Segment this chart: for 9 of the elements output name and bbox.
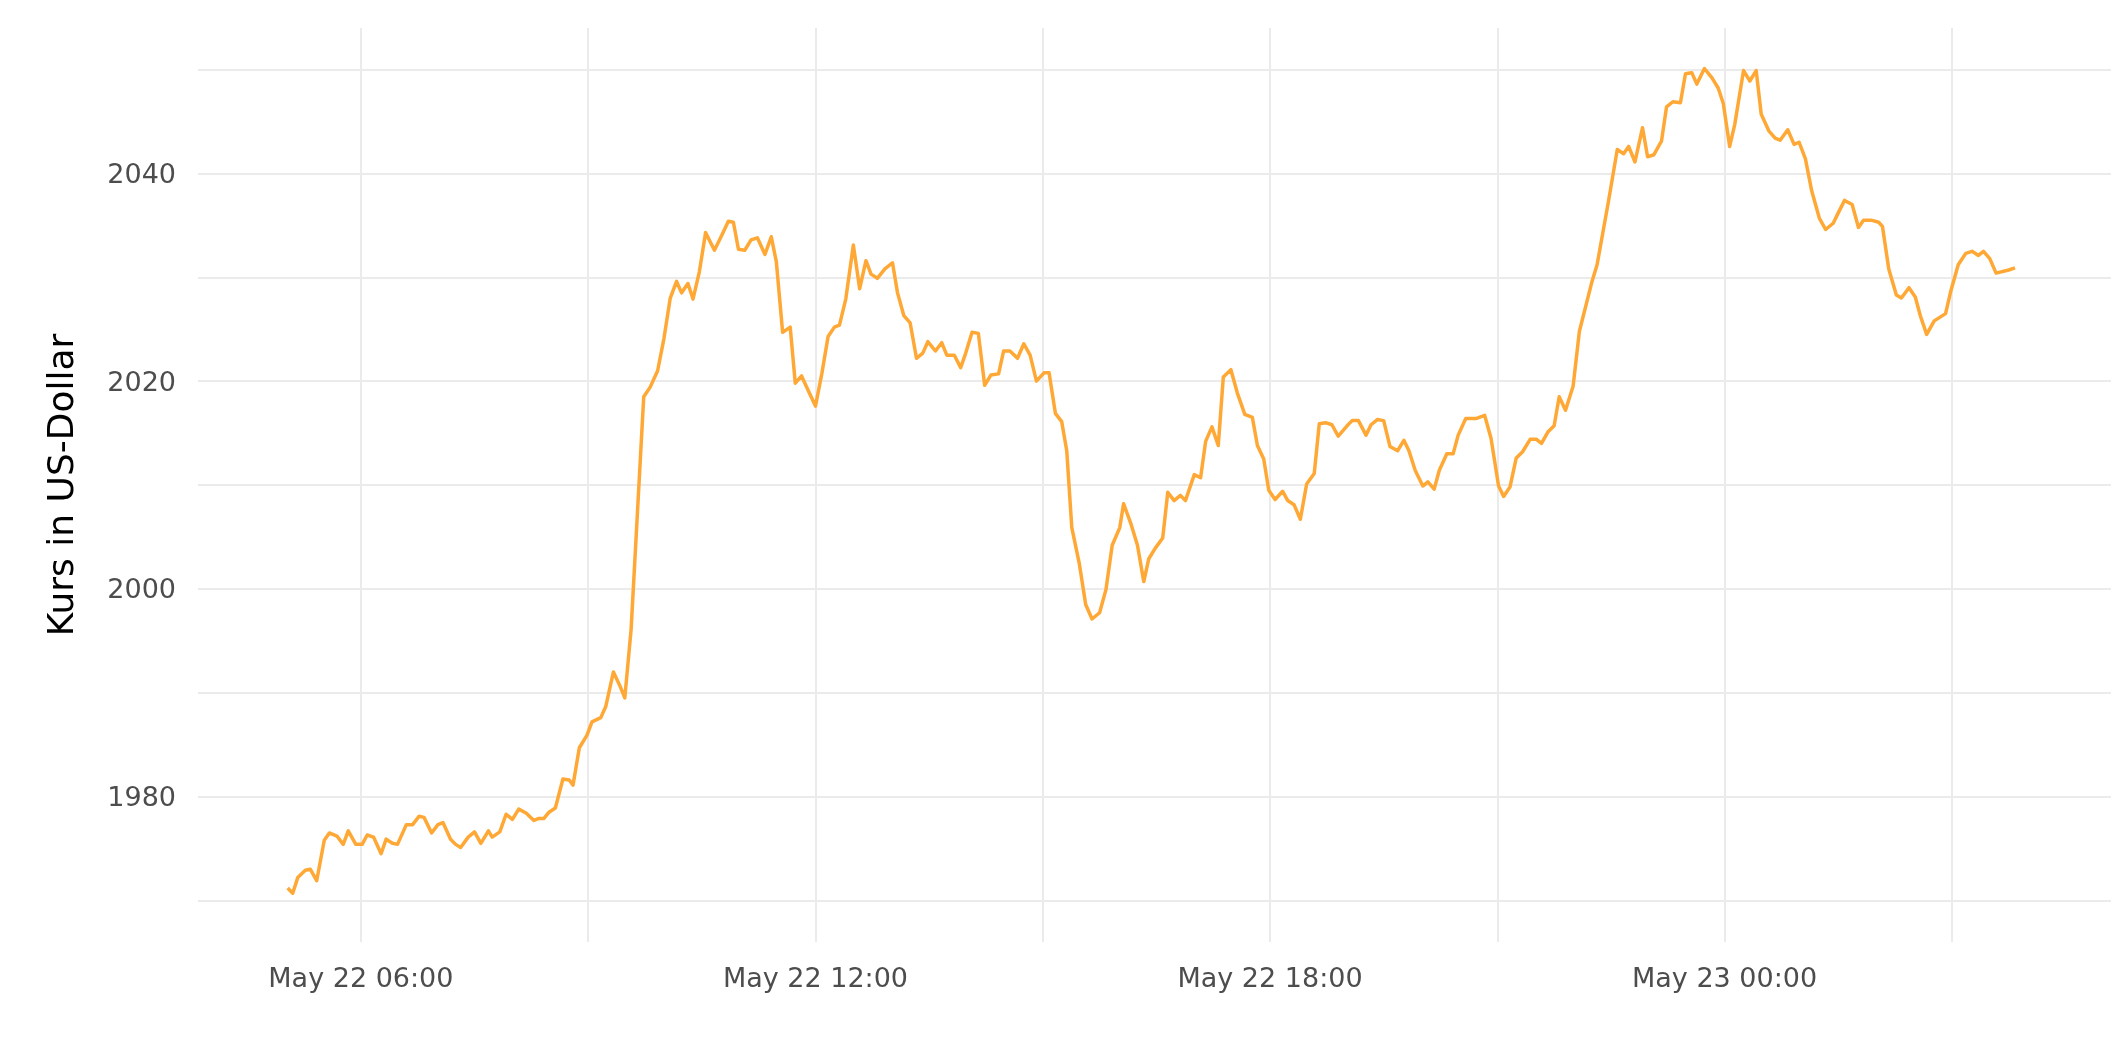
y-tick-label: 2000 — [107, 573, 176, 605]
x-tick-label: May 22 18:00 — [1177, 962, 1363, 993]
x-tick-label: May 22 06:00 — [268, 962, 454, 993]
x-tick-label: May 22 12:00 — [722, 962, 909, 993]
y-axis-title: Kurs in US-Dollar — [39, 333, 81, 637]
y-tick-label: 1980 — [107, 781, 176, 813]
y-tick-label: 2040 — [107, 157, 176, 189]
y-tick-label: 2020 — [107, 365, 176, 397]
x-tick-label: May 23 00:00 — [1632, 962, 1818, 993]
